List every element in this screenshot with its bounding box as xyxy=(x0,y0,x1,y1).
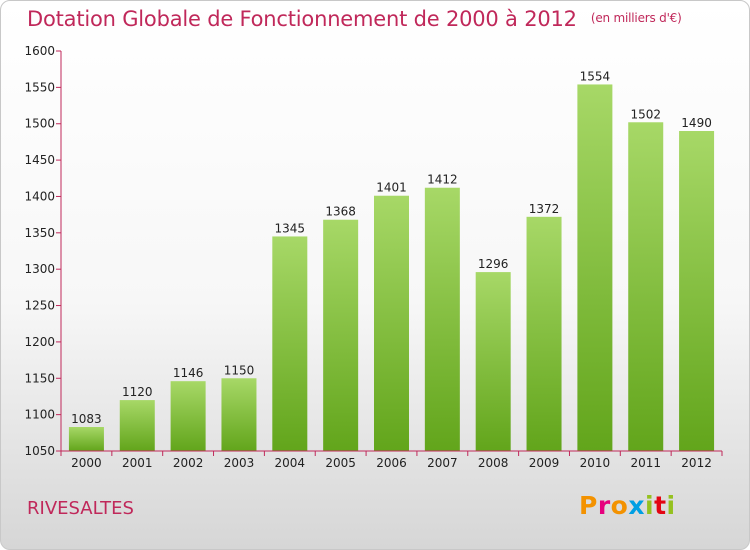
y-tick-label: 1150 xyxy=(24,371,55,385)
x-tick-label-2007: 2007 xyxy=(427,456,458,470)
value-label-2006: 1401 xyxy=(376,181,407,195)
x-tick-label-2009: 2009 xyxy=(529,456,560,470)
y-tick-label: 1400 xyxy=(24,189,55,203)
x-tick-label-2010: 2010 xyxy=(580,456,611,470)
y-tick-label: 1600 xyxy=(24,44,55,58)
x-tick-label-2005: 2005 xyxy=(325,456,356,470)
bar-2001 xyxy=(119,400,155,451)
y-axis: 1050 1100 1150 1200 1250 1300 1350 1400 1450 1500… xyxy=(24,44,62,458)
place-name: RIVESALTES xyxy=(27,498,134,519)
y-tick-label: 1200 xyxy=(24,335,55,349)
value-label-2000: 1083 xyxy=(71,412,102,426)
bar-2000 xyxy=(68,427,104,451)
x-tick-label-2001: 2001 xyxy=(122,456,153,470)
x-tick-label-2002: 2002 xyxy=(173,456,204,470)
bar-2011 xyxy=(628,122,664,451)
y-tick-label: 1100 xyxy=(24,408,55,422)
bar-2009 xyxy=(526,216,562,451)
x-tick-label-2000: 2000 xyxy=(71,456,102,470)
value-label-2009: 1372 xyxy=(529,202,560,216)
x-tick-label-2011: 2011 xyxy=(630,456,661,470)
logo-letter: t xyxy=(654,491,667,520)
value-label-2012: 1490 xyxy=(681,116,712,130)
chart-title: Dotation Globale de Fonctionnement de 20… xyxy=(27,7,682,31)
x-tick-label-2006: 2006 xyxy=(376,456,407,470)
logo-letter: x xyxy=(628,491,645,520)
logo-letter: r xyxy=(597,491,611,520)
logo-letter: o xyxy=(610,491,629,520)
value-label-2008: 1296 xyxy=(478,257,509,271)
value-label-2005: 1368 xyxy=(325,205,356,219)
proxiti-logo: Proxiti xyxy=(579,491,676,520)
bar-2006 xyxy=(374,195,409,451)
y-tick-label: 1050 xyxy=(24,444,55,458)
value-label-2011: 1502 xyxy=(630,107,661,121)
logo-letter: i xyxy=(645,491,655,520)
bars: 1083 1120 1146 1150 1345 1368 1401 1412 1296 1372… xyxy=(68,69,715,452)
x-tick-label-2012: 2012 xyxy=(681,456,712,470)
y-tick-label: 1350 xyxy=(24,226,55,240)
bar-2010 xyxy=(577,84,613,452)
x-tick-label-2008: 2008 xyxy=(478,456,509,470)
bar-2005 xyxy=(323,219,359,451)
value-label-2007: 1412 xyxy=(427,173,458,187)
x-tick-label-2003: 2003 xyxy=(224,456,255,470)
value-label-2004: 1345 xyxy=(275,221,306,235)
value-label-2003: 1150 xyxy=(224,363,255,377)
x-axis: 2000 2001 2002 2003 2004 2005 2006 2007 2008 2009… xyxy=(60,450,723,470)
bar-2007 xyxy=(424,187,460,451)
logo-letter: i xyxy=(666,491,676,520)
y-tick-label: 1500 xyxy=(24,117,55,131)
bar-2012 xyxy=(679,131,715,451)
y-tick-label: 1550 xyxy=(24,80,55,94)
bar-2008 xyxy=(475,272,511,451)
y-tick-label: 1300 xyxy=(24,262,55,276)
bar-2004 xyxy=(272,236,308,451)
value-label-2002: 1146 xyxy=(173,366,204,380)
bar-2003 xyxy=(221,378,257,451)
bar-2002 xyxy=(170,381,206,451)
value-label-2010: 1554 xyxy=(580,69,611,83)
y-tick-label: 1450 xyxy=(24,153,55,167)
logo-letter: P xyxy=(579,491,598,520)
chart-title-text: Dotation Globale de Fonctionnement de 20… xyxy=(27,7,577,31)
chart-unit: (en milliers d'€) xyxy=(590,11,682,25)
y-tick-label: 1250 xyxy=(24,299,55,313)
value-label-2001: 1120 xyxy=(122,385,153,399)
x-tick-label-2004: 2004 xyxy=(275,456,306,470)
